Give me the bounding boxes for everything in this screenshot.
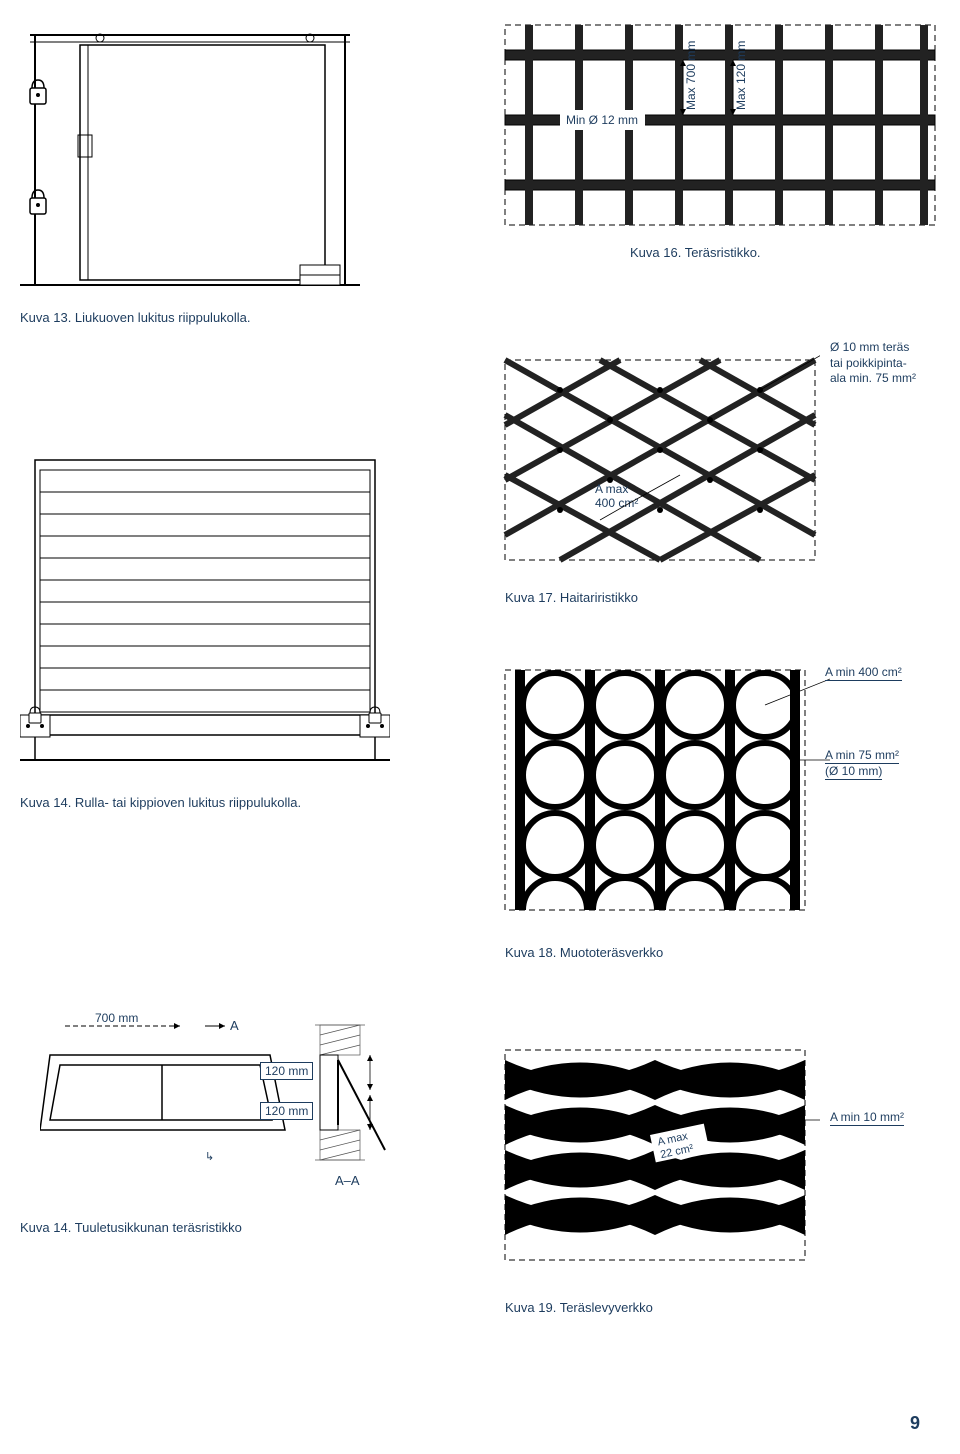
fig13-caption: Kuva 13. Liukuoven lukitus riippulukolla…	[20, 310, 251, 325]
fig16-max120: Max 120 mm	[734, 41, 748, 110]
fig14b-AA: A–A	[335, 1173, 360, 1188]
fig19-amin10: A min 10 mm²	[830, 1110, 904, 1126]
fig14b-120b: 120 mm	[260, 1102, 313, 1120]
fig14b-caption: Kuva 14. Tuuletusikkunan teräsristikko	[20, 1220, 242, 1235]
page-number: 9	[910, 1413, 920, 1434]
fig17-lattice: A max 400 cm²	[500, 355, 820, 575]
fig18-amin400: A min 400 cm²	[825, 665, 902, 681]
fig17-steel-note: Ø 10 mm teräs tai poikkipinta- ala min. …	[830, 340, 916, 387]
fig18-caption: Kuva 18. Muototeräsverkko	[505, 945, 663, 960]
fig14a-caption: Kuva 14. Rulla- tai kippioven lukitus ri…	[20, 795, 301, 810]
fig14b-700: 700 mm	[95, 1011, 138, 1025]
fig16-caption: Kuva 16. Teräsristikko.	[630, 245, 761, 260]
fig17-amax-val: 400 cm²	[595, 496, 638, 510]
fig19-expanded-mesh: A max 22 cm²	[500, 1045, 820, 1275]
fig19-caption: Kuva 19. Teräslevyverkko	[505, 1300, 653, 1315]
fig16-max700: Max 700 mm	[684, 41, 698, 110]
fig16-steel-grille: Max 700 mm Max 120 mm	[500, 20, 940, 250]
fig18-circles	[500, 665, 830, 925]
fig18-amin75-block: A min 75 mm² (Ø 10 mm)	[825, 748, 899, 780]
fig17-amax-text: A max	[595, 482, 628, 496]
fig14a-shutter	[20, 450, 390, 780]
svg-text:↳: ↳	[205, 1151, 214, 1163]
fig14b-vent: 700 mm A ↳ A–A	[40, 1010, 410, 1220]
fig13-sliding-door	[20, 20, 360, 300]
fig14b-A: A	[230, 1018, 239, 1033]
fig17-caption: Kuva 17. Haitariristikko	[505, 590, 638, 605]
fig16-min-label: Min Ø 12 mm	[565, 112, 639, 128]
fig14b-120a: 120 mm	[260, 1062, 313, 1080]
